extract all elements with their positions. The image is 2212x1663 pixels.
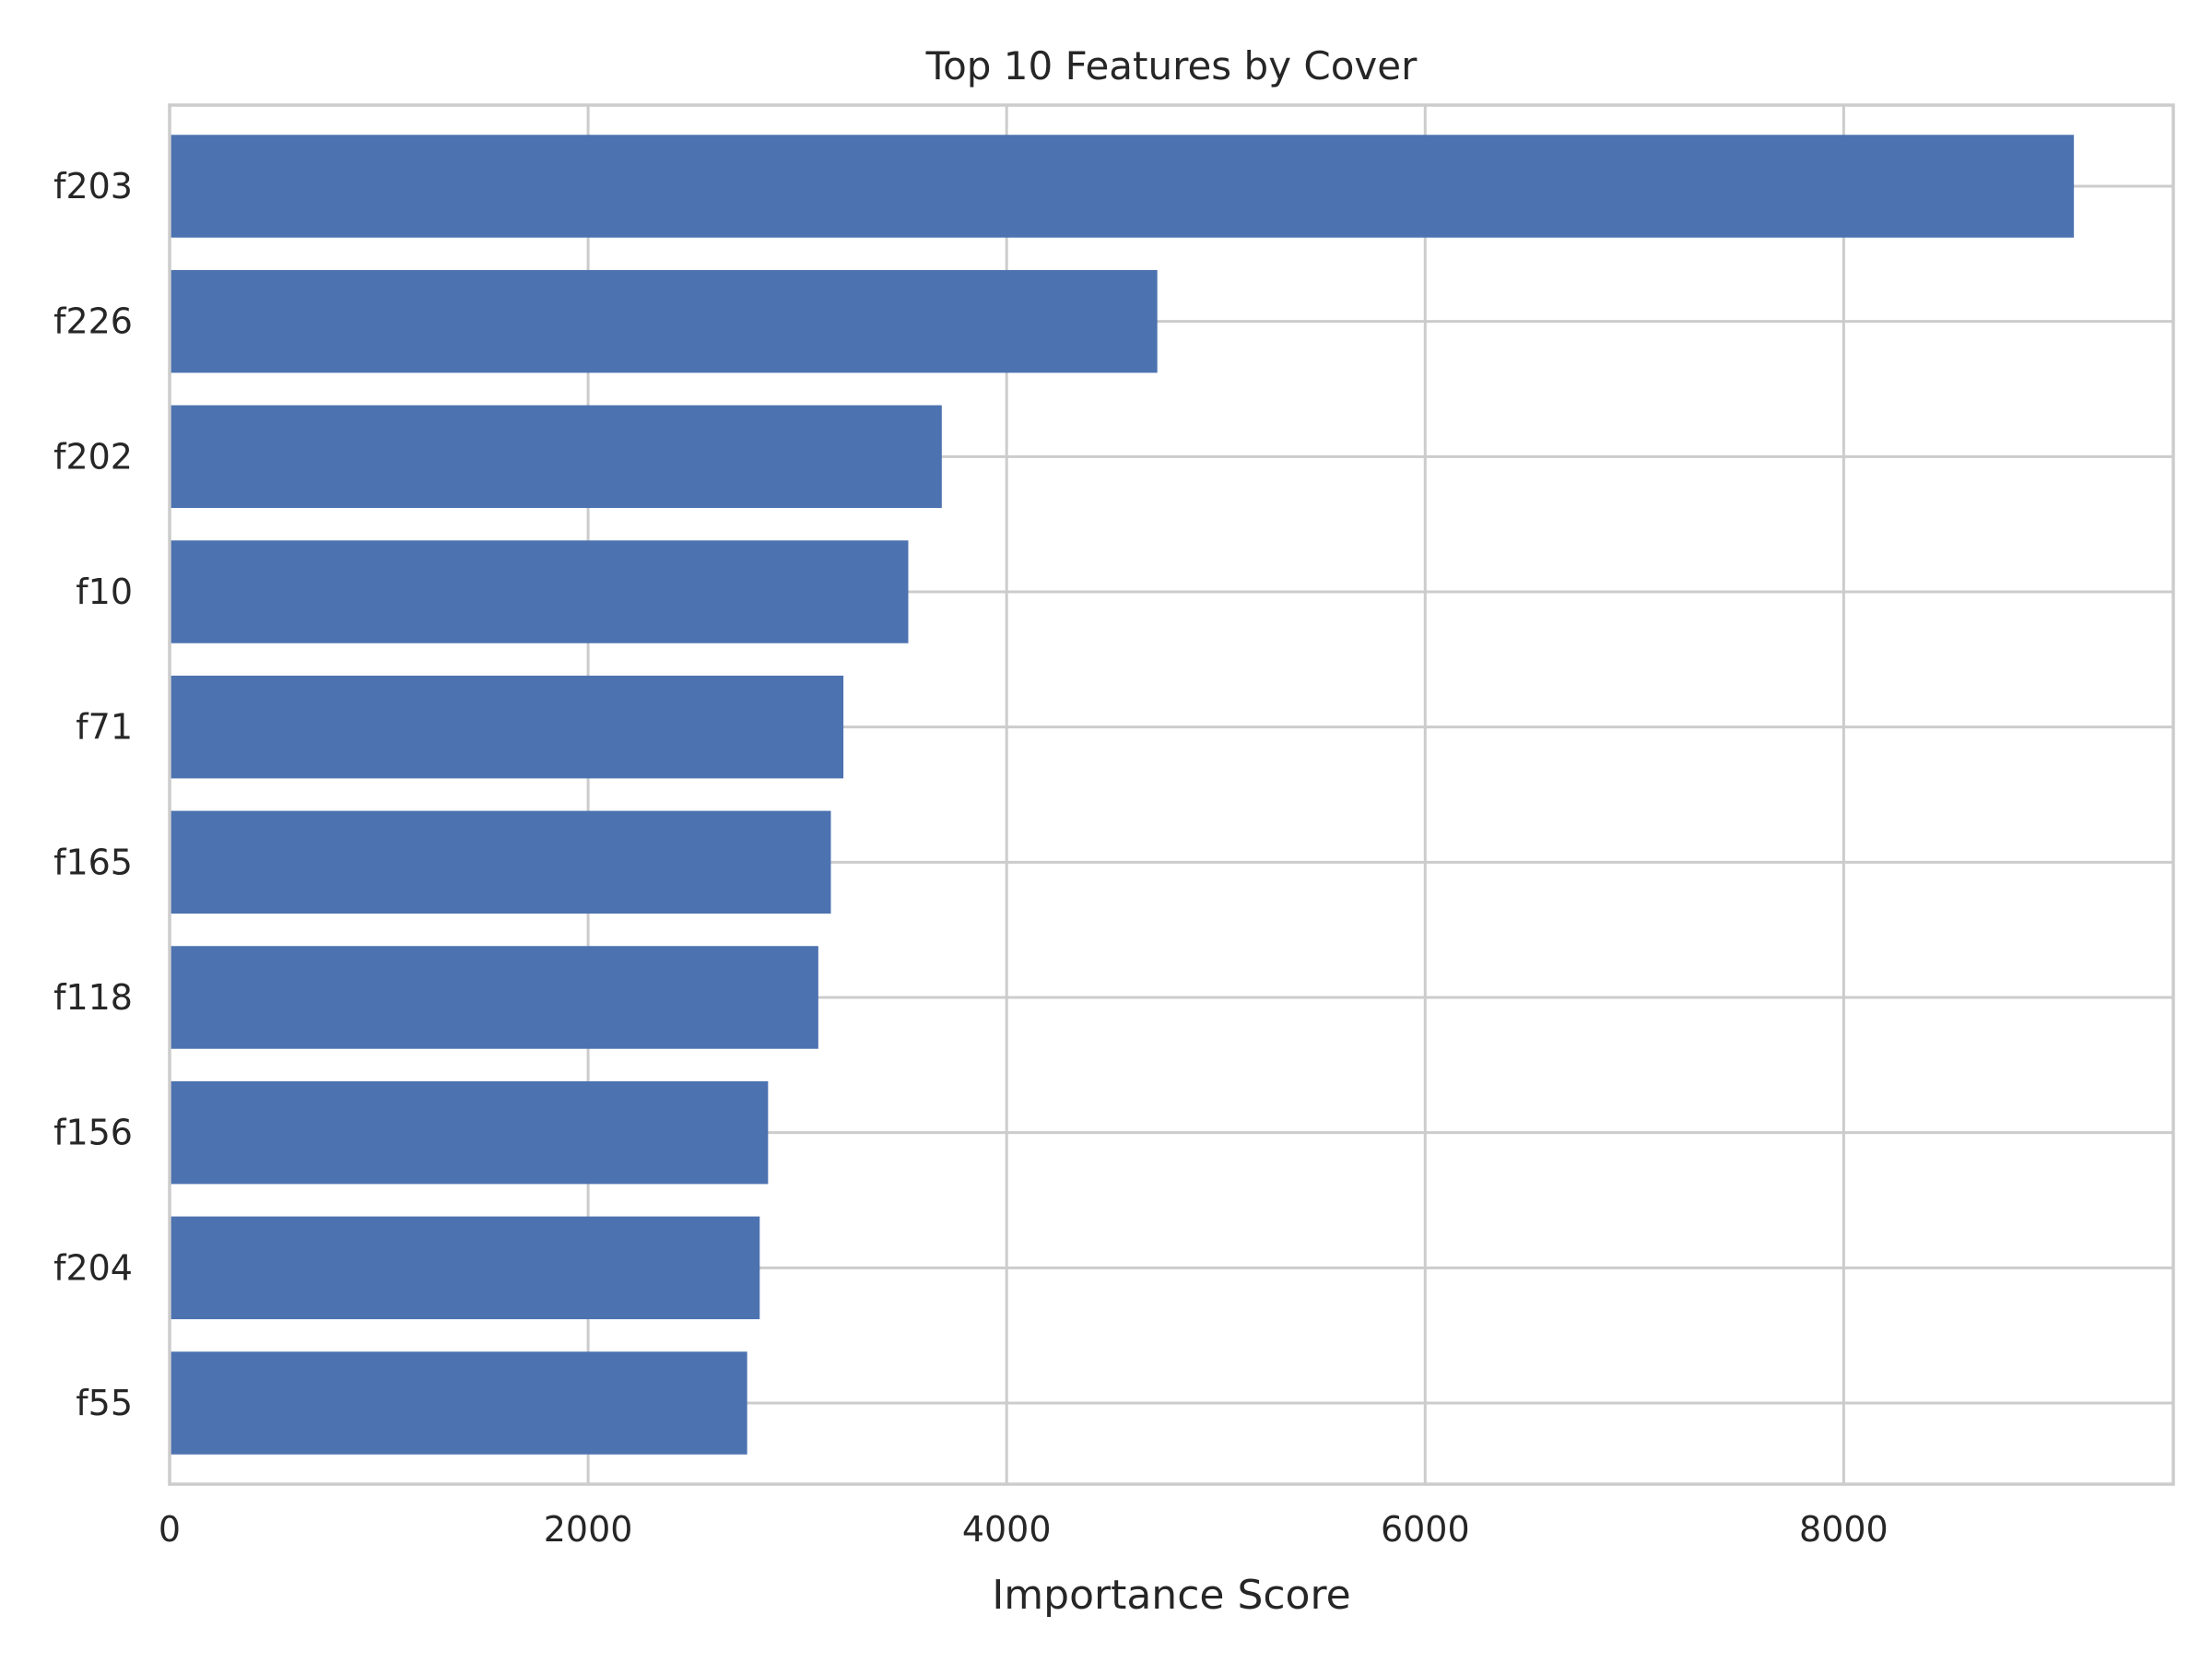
bar-f226	[170, 269, 1158, 373]
bar-f118	[170, 946, 818, 1049]
bars	[170, 135, 2075, 1455]
x-tick-label: 2000	[544, 1509, 633, 1550]
bar-f10	[170, 540, 909, 643]
plot-frame	[168, 103, 2175, 1486]
y-tick-labels: f203 f226 f202 f10 f71 f165 f118 f156 f204 f55	[53, 166, 133, 1423]
x-tick-label: 4000	[962, 1509, 1052, 1550]
bar-f165	[170, 810, 831, 914]
y-tick-label: f71	[76, 707, 133, 748]
y-tick-label: f55	[76, 1383, 133, 1423]
x-axis-label: Importance Score	[992, 1572, 1350, 1619]
x-tick-label: 6000	[1381, 1509, 1470, 1550]
y-tick-label: f203	[53, 166, 133, 206]
bar-f71	[170, 675, 844, 779]
y-tick-label: f118	[53, 977, 133, 1018]
bar-f55	[170, 1351, 747, 1455]
y-tick-label: f202	[53, 436, 133, 477]
x-tick-labels: 0 2000 4000 6000 8000	[159, 1509, 1888, 1550]
bar-f202	[170, 405, 942, 509]
x-tick-label: 8000	[1799, 1509, 1888, 1550]
chart-title: Top 10 Features by Cover	[925, 43, 1418, 88]
y-tick-label: f226	[53, 301, 133, 342]
bar-f156	[170, 1080, 769, 1185]
y-tick-label: f10	[76, 572, 133, 612]
y-tick-label: f204	[53, 1247, 133, 1288]
y-tick-label: f165	[53, 842, 133, 882]
bar-f204	[170, 1216, 760, 1320]
y-tick-label: f156	[53, 1113, 133, 1153]
bar-f203	[170, 135, 2075, 238]
x-tick-label: 0	[159, 1509, 181, 1550]
